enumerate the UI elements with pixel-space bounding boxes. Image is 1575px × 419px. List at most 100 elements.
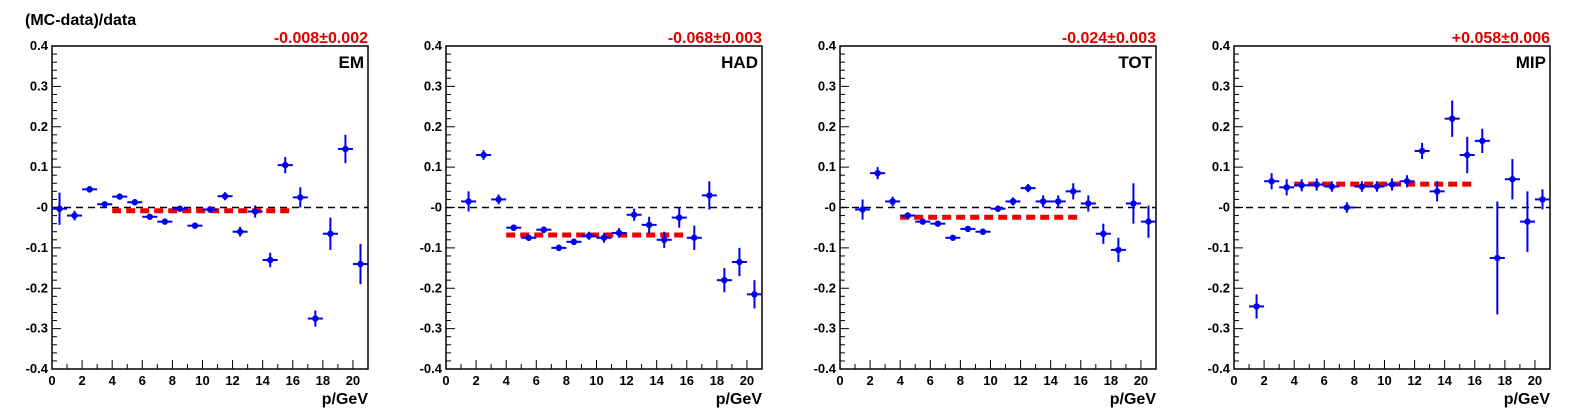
point-marker xyxy=(600,234,608,241)
point-marker xyxy=(979,228,987,235)
point-marker xyxy=(1283,184,1290,191)
data-point xyxy=(611,228,627,238)
x-tick-label: 10 xyxy=(983,373,997,388)
data-point xyxy=(900,212,916,219)
data-point xyxy=(1110,237,1126,263)
point-marker xyxy=(1009,198,1017,205)
point-marker xyxy=(615,229,623,237)
point-marker xyxy=(1373,183,1381,190)
data-point xyxy=(52,192,68,225)
point-marker xyxy=(1328,183,1336,190)
data-point xyxy=(1324,181,1340,192)
x-tick-label: 8 xyxy=(1351,373,1358,388)
point-marker xyxy=(585,232,593,239)
y-tick-label: -0.1 xyxy=(1208,240,1230,255)
data-point xyxy=(506,224,522,231)
data-point xyxy=(187,222,203,229)
x-tick-label: 4 xyxy=(1291,373,1299,388)
x-tick-label: 20 xyxy=(740,373,754,388)
y-tick-label: 0.4 xyxy=(424,38,443,53)
point-marker xyxy=(327,230,334,237)
y-tick-label: -0.2 xyxy=(1208,280,1230,295)
data-point xyxy=(596,232,612,243)
point-marker xyxy=(1085,200,1092,207)
point-marker xyxy=(342,145,349,153)
y-tick-label: -0.2 xyxy=(26,280,48,295)
data-point xyxy=(97,201,113,208)
point-marker xyxy=(86,186,93,193)
y-tick-label: 0.3 xyxy=(818,78,836,93)
y-tick-label: -0.3 xyxy=(1208,321,1230,336)
y-tick-label: 0.4 xyxy=(818,38,837,53)
x-axis-title: p/GeV xyxy=(1110,391,1157,408)
data-point xyxy=(1444,100,1460,137)
data-point xyxy=(581,231,597,240)
point-marker xyxy=(904,212,911,219)
data-point xyxy=(292,187,308,208)
data-point xyxy=(566,238,582,246)
point-marker xyxy=(251,208,259,215)
x-tick-label: 18 xyxy=(316,373,330,388)
data-point xyxy=(656,231,672,248)
x-tick-label: 8 xyxy=(169,373,176,388)
data-point xyxy=(1384,178,1400,191)
point-marker xyxy=(1039,198,1047,205)
x-tick-label: 16 xyxy=(680,373,694,388)
panel-label: TOT xyxy=(1118,53,1152,72)
y-tick-label: -0.3 xyxy=(420,321,442,336)
point-marker xyxy=(994,205,1002,212)
x-tick-label: 4 xyxy=(109,373,117,388)
point-marker xyxy=(1145,218,1152,225)
data-point xyxy=(1020,184,1036,193)
x-tick-label: 12 xyxy=(619,373,633,388)
x-tick-label: 18 xyxy=(1498,373,1512,388)
point-marker xyxy=(859,206,866,213)
y-tick-label: -0.4 xyxy=(814,361,837,376)
y-tick-label: -0.1 xyxy=(420,240,442,255)
data-point xyxy=(157,218,173,225)
point-marker xyxy=(1509,176,1516,183)
point-marker xyxy=(964,225,972,233)
y-tick-label: -0 xyxy=(824,200,836,215)
y-tick-label: -0.2 xyxy=(420,280,442,295)
point-marker xyxy=(540,226,548,233)
y-tick-label: -0.1 xyxy=(26,240,48,255)
data-point xyxy=(67,210,83,221)
x-tick-label: 0 xyxy=(48,373,55,388)
data-point xyxy=(1125,183,1141,224)
point-marker xyxy=(934,220,942,227)
point-marker xyxy=(56,205,63,212)
x-axis-title: p/GeV xyxy=(716,391,763,408)
panels: -0.4 -0.3 -0.2 -0.1 -0 0.1 0.2 0.3 0.4 0 2 4 6 8 10 12 1… xyxy=(26,30,1551,408)
point-marker xyxy=(1464,151,1471,159)
point-marker xyxy=(630,211,638,218)
y-tick-label: -0.1 xyxy=(814,240,836,255)
x-tick-label: 12 xyxy=(1013,373,1027,388)
point-marker xyxy=(555,244,563,252)
point-marker xyxy=(721,276,728,284)
y-tick-label: 0.2 xyxy=(30,119,48,134)
fit-value-label: -0.024±0.003 xyxy=(1062,30,1156,47)
x-tick-label: 14 xyxy=(649,373,664,388)
data-point xyxy=(641,216,657,233)
x-tick-label: 18 xyxy=(710,373,724,388)
data-point xyxy=(975,228,991,235)
data-point xyxy=(1005,197,1021,206)
y-axis-title: (MC-data)/data xyxy=(25,12,136,29)
y-tick-label: -0 xyxy=(1218,200,1230,215)
data-point xyxy=(746,280,762,309)
x-tick-label: 6 xyxy=(533,373,540,388)
data-point xyxy=(1459,136,1475,174)
panel-had: -0.4 -0.3 -0.2 -0.1 -0 0.1 0.2 0.3 0.4 0 2 4 6 8 10 12 1… xyxy=(420,30,763,408)
point-marker xyxy=(116,193,123,200)
data-point xyxy=(491,194,507,205)
data-point xyxy=(1369,181,1385,192)
x-tick-label: 16 xyxy=(286,373,300,388)
x-axis-title: p/GeV xyxy=(1504,391,1551,408)
point-marker xyxy=(949,234,957,241)
x-tick-label: 2 xyxy=(866,373,873,388)
data-point xyxy=(855,199,871,220)
panel-mip: -0.4 -0.3 -0.2 -0.1 -0 0.1 0.2 0.3 0.4 0 2 4 6 8 10 12 1… xyxy=(1208,30,1551,408)
point-marker xyxy=(312,315,319,322)
